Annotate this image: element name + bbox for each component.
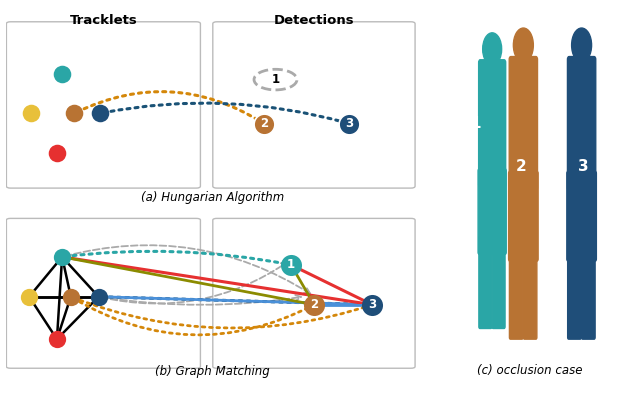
Point xyxy=(57,254,67,260)
Point xyxy=(24,293,35,300)
Point xyxy=(52,150,62,156)
Text: (a) Hungarian Algorithm: (a) Hungarian Algorithm xyxy=(141,191,284,204)
Circle shape xyxy=(483,33,502,65)
Point xyxy=(309,301,319,308)
FancyBboxPatch shape xyxy=(524,243,537,339)
Point xyxy=(69,110,79,116)
Text: 3: 3 xyxy=(368,298,376,311)
FancyBboxPatch shape xyxy=(582,243,595,339)
Point xyxy=(66,293,76,300)
Text: 1: 1 xyxy=(287,258,295,271)
Text: 3: 3 xyxy=(579,159,589,174)
FancyBboxPatch shape xyxy=(479,60,506,187)
Text: (b) Graph Matching: (b) Graph Matching xyxy=(156,366,270,379)
Text: Tracklets: Tracklets xyxy=(70,14,138,27)
FancyBboxPatch shape xyxy=(479,237,492,329)
Text: 2: 2 xyxy=(260,117,268,130)
Text: 3: 3 xyxy=(345,117,353,130)
FancyBboxPatch shape xyxy=(509,57,538,190)
FancyBboxPatch shape xyxy=(213,22,415,188)
Text: (c) occlusion case: (c) occlusion case xyxy=(477,364,582,377)
Circle shape xyxy=(513,28,533,62)
FancyBboxPatch shape xyxy=(6,219,200,368)
Point xyxy=(95,110,106,116)
Point xyxy=(344,120,354,127)
Point xyxy=(57,70,67,77)
FancyBboxPatch shape xyxy=(567,171,596,261)
Text: 1: 1 xyxy=(271,73,280,86)
Text: 1: 1 xyxy=(470,116,481,131)
Point xyxy=(52,336,62,343)
FancyBboxPatch shape xyxy=(509,243,523,339)
Point xyxy=(367,301,378,308)
Point xyxy=(286,262,296,268)
Circle shape xyxy=(572,28,591,62)
FancyBboxPatch shape xyxy=(478,169,506,254)
Text: Detections: Detections xyxy=(274,14,355,27)
Text: 2: 2 xyxy=(310,298,318,311)
Text: 2: 2 xyxy=(516,159,527,174)
FancyBboxPatch shape xyxy=(568,57,596,190)
Point xyxy=(259,120,269,127)
FancyBboxPatch shape xyxy=(492,237,505,329)
FancyBboxPatch shape xyxy=(568,243,581,339)
FancyBboxPatch shape xyxy=(509,171,538,261)
Point xyxy=(93,293,104,300)
Point xyxy=(26,110,36,116)
FancyBboxPatch shape xyxy=(213,219,415,368)
FancyBboxPatch shape xyxy=(6,22,200,188)
